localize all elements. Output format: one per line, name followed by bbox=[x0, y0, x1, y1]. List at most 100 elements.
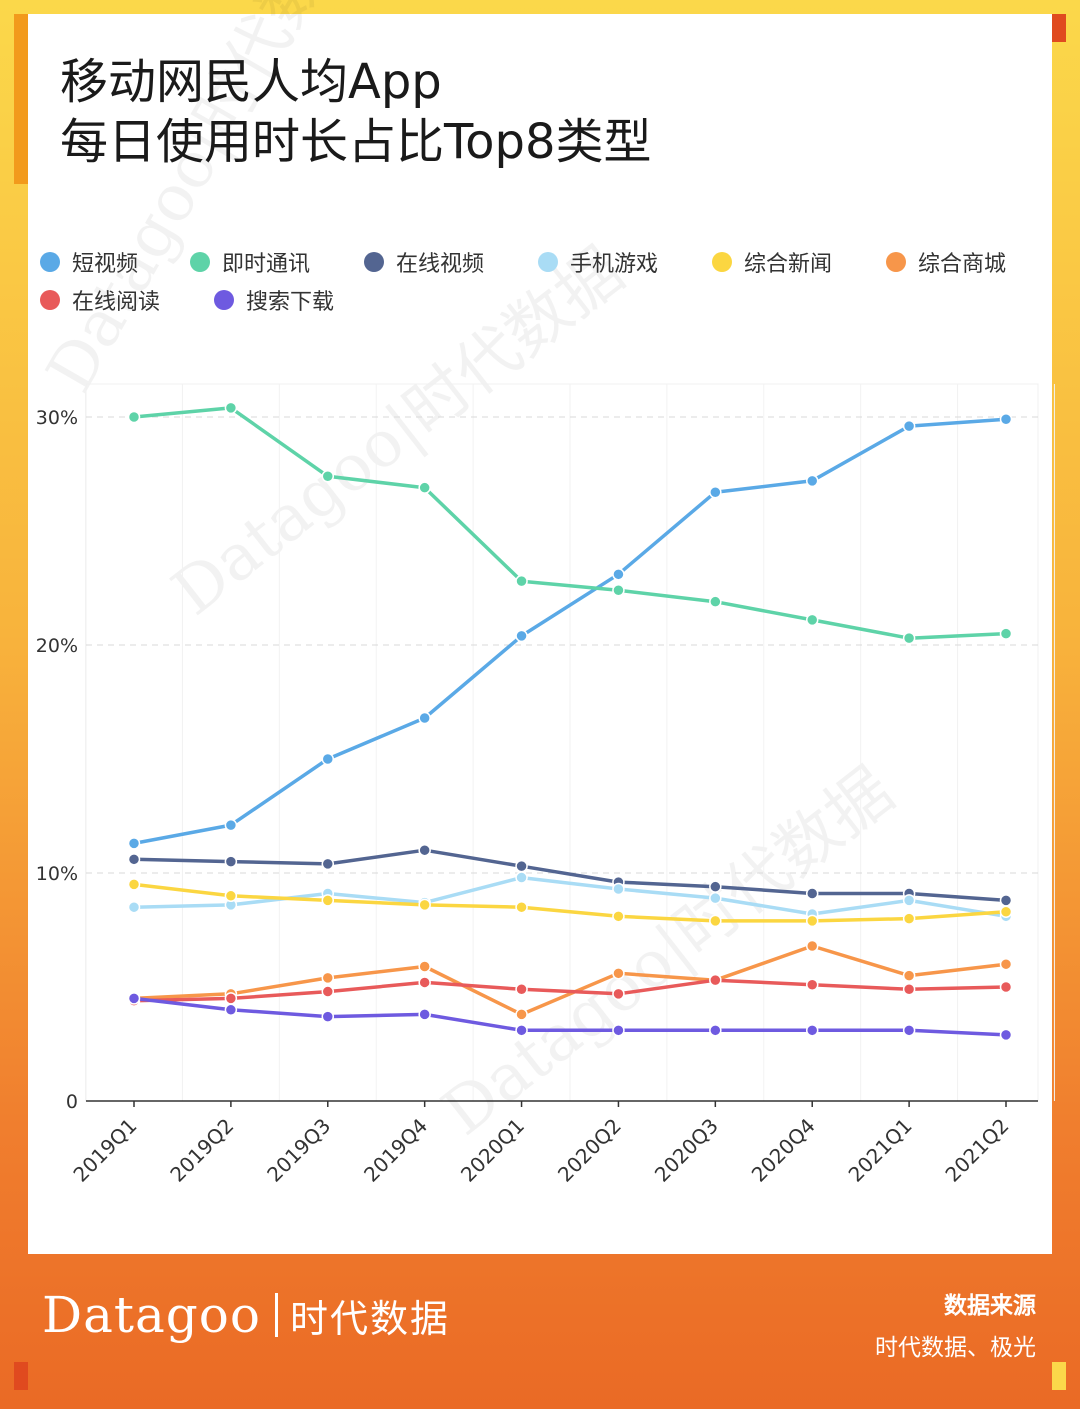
legend-item[interactable]: 手机游戏 bbox=[538, 246, 658, 278]
x-tick-label: 2021Q1 bbox=[844, 1114, 917, 1187]
data-point bbox=[709, 485, 722, 499]
data-point bbox=[127, 900, 141, 914]
legend-label: 在线视频 bbox=[396, 252, 485, 277]
series-line bbox=[133, 406, 1007, 640]
data-point bbox=[902, 969, 916, 982]
data-source-label: 数据来源 bbox=[944, 1293, 1036, 1319]
chart-title: 移动网民人均App 每日使用时长占比Top8类型 bbox=[60, 52, 652, 172]
legend-label: 在线阅读 bbox=[72, 290, 161, 315]
data-point bbox=[515, 574, 528, 588]
y-tick-label: 0 bbox=[66, 1091, 78, 1113]
data-point bbox=[805, 978, 819, 991]
x-tick-label: 2019Q2 bbox=[165, 1114, 238, 1187]
data-point bbox=[805, 914, 819, 928]
data-point bbox=[418, 960, 431, 973]
data-point bbox=[612, 987, 625, 1001]
data-point bbox=[418, 1008, 431, 1021]
data-point bbox=[709, 973, 722, 987]
data-point bbox=[902, 894, 916, 907]
legend-marker bbox=[40, 290, 60, 310]
legend-marker bbox=[712, 252, 732, 272]
series-line bbox=[133, 996, 1007, 1037]
legend-marker bbox=[886, 252, 906, 272]
x-tick-label: 2021Q2 bbox=[940, 1114, 1013, 1187]
data-point bbox=[515, 900, 528, 914]
data-point bbox=[321, 857, 335, 871]
data-point bbox=[515, 1008, 528, 1021]
legend-item[interactable]: 在线视频 bbox=[364, 246, 484, 278]
legend-item[interactable]: 综合商城 bbox=[886, 246, 1006, 278]
data-point bbox=[612, 584, 625, 597]
data-point bbox=[515, 1024, 528, 1037]
data-point bbox=[902, 419, 916, 433]
data-point bbox=[321, 894, 335, 907]
data-point bbox=[224, 1003, 238, 1017]
data-point bbox=[418, 976, 431, 989]
data-point bbox=[418, 843, 431, 857]
data-point bbox=[709, 914, 722, 928]
data-point bbox=[224, 855, 238, 868]
data-point bbox=[612, 967, 625, 980]
data-point bbox=[999, 905, 1013, 919]
data-point bbox=[805, 939, 819, 953]
data-point bbox=[612, 910, 625, 923]
data-point bbox=[321, 985, 335, 998]
x-tick-label: 2019Q3 bbox=[262, 1114, 335, 1187]
legend-marker bbox=[538, 252, 558, 272]
data-point bbox=[127, 992, 141, 1005]
legend-item[interactable]: 即时通讯 bbox=[190, 246, 310, 278]
legend-marker bbox=[40, 252, 60, 272]
data-point bbox=[805, 613, 819, 627]
data-point bbox=[127, 410, 141, 424]
chart-title-line-2: 每日使用时长占比Top8类型 bbox=[60, 114, 652, 170]
legend-label: 手机游戏 bbox=[570, 252, 659, 277]
data-point bbox=[321, 752, 335, 766]
data-point bbox=[321, 470, 335, 483]
data-point bbox=[999, 627, 1013, 640]
legend-marker bbox=[214, 290, 234, 310]
legend-item[interactable]: 综合新闻 bbox=[712, 246, 832, 278]
x-tick-label: 2020Q3 bbox=[650, 1114, 723, 1187]
data-point bbox=[902, 983, 916, 996]
series-line bbox=[133, 417, 1007, 846]
data-point bbox=[612, 568, 625, 581]
legend-marker bbox=[364, 252, 384, 272]
data-point bbox=[224, 818, 238, 832]
legend-label: 短视频 bbox=[72, 252, 139, 277]
data-point bbox=[224, 992, 238, 1005]
data-source-text: 时代数据、极光 bbox=[875, 1335, 1036, 1361]
legend-label: 综合商城 bbox=[918, 252, 1007, 277]
y-tick-label: 10% bbox=[36, 863, 78, 885]
series-line bbox=[133, 978, 1007, 1003]
corner-accent-top-left bbox=[14, 14, 28, 184]
data-point bbox=[224, 401, 238, 415]
data-point bbox=[805, 474, 819, 488]
legend-item[interactable]: 在线阅读 bbox=[40, 284, 160, 316]
data-point bbox=[127, 837, 141, 850]
legend-item[interactable]: 搜索下载 bbox=[214, 284, 334, 316]
legend-label: 综合新闻 bbox=[744, 252, 833, 277]
data-point bbox=[515, 629, 528, 643]
data-point bbox=[902, 1024, 916, 1037]
brand-logo: Datagoo 时代数据 bbox=[42, 1286, 450, 1344]
data-point bbox=[999, 980, 1013, 994]
data-point bbox=[999, 413, 1013, 426]
data-point bbox=[321, 971, 335, 985]
data-point bbox=[612, 1024, 625, 1037]
data-source: 数据来源 时代数据、极光 bbox=[875, 1286, 1036, 1362]
series-line bbox=[133, 882, 1007, 923]
legend-label: 搜索下载 bbox=[246, 290, 335, 315]
x-tick-label: 2020Q1 bbox=[456, 1114, 529, 1187]
data-point bbox=[902, 631, 916, 645]
data-point bbox=[999, 894, 1013, 907]
legend-label: 即时通讯 bbox=[222, 252, 311, 277]
x-tick-label: 2020Q2 bbox=[553, 1114, 626, 1187]
data-point bbox=[805, 1024, 819, 1037]
legend-item[interactable]: 短视频 bbox=[40, 246, 138, 278]
data-point bbox=[224, 889, 238, 903]
data-point bbox=[709, 880, 722, 893]
series-line bbox=[133, 944, 1007, 1017]
x-tick-label: 2019Q1 bbox=[68, 1114, 141, 1187]
data-point bbox=[127, 878, 141, 891]
